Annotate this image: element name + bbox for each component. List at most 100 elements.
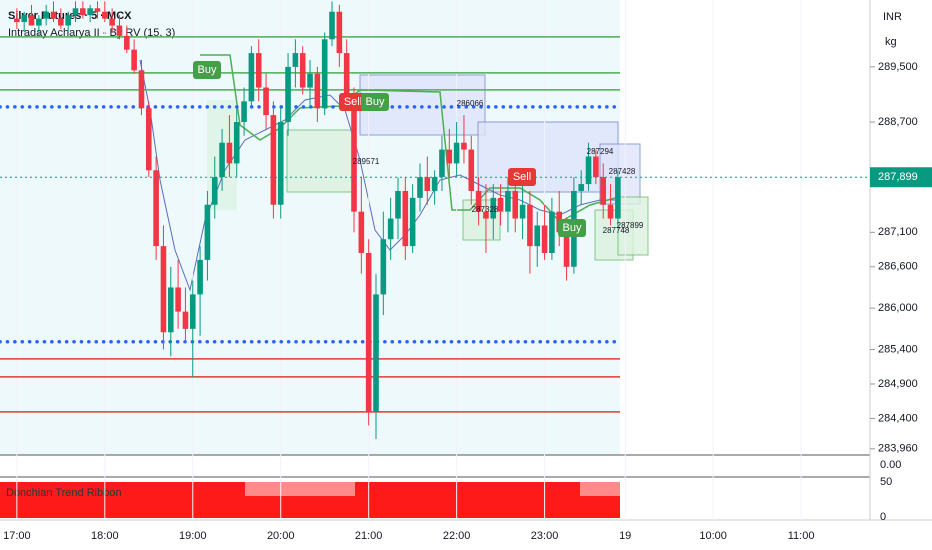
x-tick-label: 21:00 [355,530,383,542]
candle-body [226,142,233,164]
candle-body [109,18,115,26]
candle-body [255,53,262,88]
box-label: 287899 [617,221,644,230]
candle-body [299,53,306,88]
candle-body [615,177,621,219]
chart-subtitle: Intraday Acharya II - By RV (15, 3) [8,27,175,39]
candle-body [461,142,467,150]
candle-body [270,115,277,205]
candle-body [28,15,35,26]
candle-body [417,177,423,198]
signal-badge [508,168,536,186]
candle-body [512,190,519,219]
x-tick-label: 19 [619,530,631,542]
candle-body [439,149,445,178]
candle-body [102,11,108,19]
candle-body [468,149,475,191]
signal-badge [558,219,586,237]
candle-body [431,177,438,191]
candle-body [197,259,203,295]
y-tick-label: 284,400 [878,412,918,424]
candle-body [87,8,93,16]
candle-body [607,204,614,219]
signal-label: Buy [563,222,582,234]
candle-body [189,294,196,329]
x-tick-label: 18:00 [91,530,119,542]
candle-body [248,53,255,102]
signal-badge [339,93,367,111]
candle-body [446,149,453,164]
box [617,196,649,256]
box-label: 287328 [472,205,499,214]
x-tick-label: 22:00 [443,530,471,542]
currency: INR [883,11,902,23]
candle-body [277,122,284,205]
candle-body [321,39,328,109]
candle-body [409,197,416,247]
box [286,129,356,193]
candle-body [43,11,49,19]
box-label: 287294 [587,147,614,156]
candle-body [585,156,592,185]
candle-body [241,101,247,123]
indicator-tick-label: 0 [880,511,886,523]
box-label: 289571 [353,157,380,166]
candle-body [175,287,181,312]
y-tick-label: 284,900 [878,378,918,390]
candle-body [600,177,607,205]
indicator-title: Donchian Trend Ribbon [6,487,122,499]
candle-body [307,73,313,88]
ribbon [580,482,620,496]
last-price-label: 287,899 [878,171,918,183]
x-tick-label: 19:00 [179,530,207,542]
candle-body [578,184,585,191]
candle-body [160,246,167,333]
candle-body [380,239,387,295]
candle-body [204,204,211,260]
signal-badge [361,93,389,111]
candle-body [138,70,145,109]
candle-body [593,156,599,178]
candle-body [36,18,42,26]
y-tick-label: 286,000 [878,302,918,314]
unit: kg [885,36,897,48]
candle-body [153,170,159,247]
candle-body [475,190,482,212]
signal-label: Sell [513,171,531,183]
candle-body [116,25,123,36]
box-label: 287428 [609,167,636,176]
candle-body [563,232,570,267]
signal-label: Buy [198,64,217,76]
signal-label: Sell [344,96,362,108]
candle-body [402,190,409,247]
candle-body [483,211,489,219]
y-tick-label: 289,500 [878,61,918,73]
candle-body [541,225,548,254]
candle-body [534,225,541,247]
candle-body [123,35,130,50]
candle-body [94,8,101,12]
candle-body [490,197,497,219]
candle-body [329,11,335,40]
y-tick-label: 288,700 [878,116,918,128]
x-tick-label: 23:00 [531,530,559,542]
candle-body [453,142,460,164]
x-tick-label: 17:00 [3,530,31,542]
candle-body [336,11,343,54]
candle-body [167,287,174,333]
x-tick-label: 11:00 [788,530,815,542]
candle-body [387,218,394,240]
candle-body [519,204,526,219]
x-tick-label: 10:00 [699,530,727,542]
candle-body [527,204,533,247]
candle-body [373,294,379,412]
candle-body [80,8,86,16]
ribbon [245,482,355,496]
signal-badge [193,61,221,79]
candle-body [131,49,137,71]
candle-body [58,18,64,26]
y-tick-label: 287,100 [878,226,918,238]
box-label: 287748 [603,226,630,235]
box-label: 286066 [457,99,484,108]
